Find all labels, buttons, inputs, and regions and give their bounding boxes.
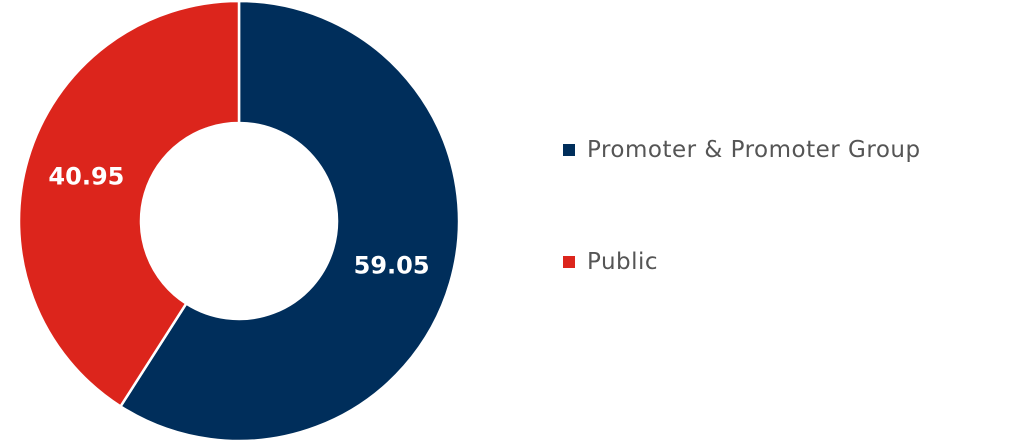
legend-label: Public [587,249,658,275]
slice [118,0,461,443]
legend-swatch [563,256,575,268]
slice-label: 59.05 [354,252,430,280]
slice [17,0,241,409]
legend-label: Promoter & Promoter Group [587,137,921,163]
slice-label: 40.95 [48,162,124,190]
legend-swatch [563,144,575,156]
